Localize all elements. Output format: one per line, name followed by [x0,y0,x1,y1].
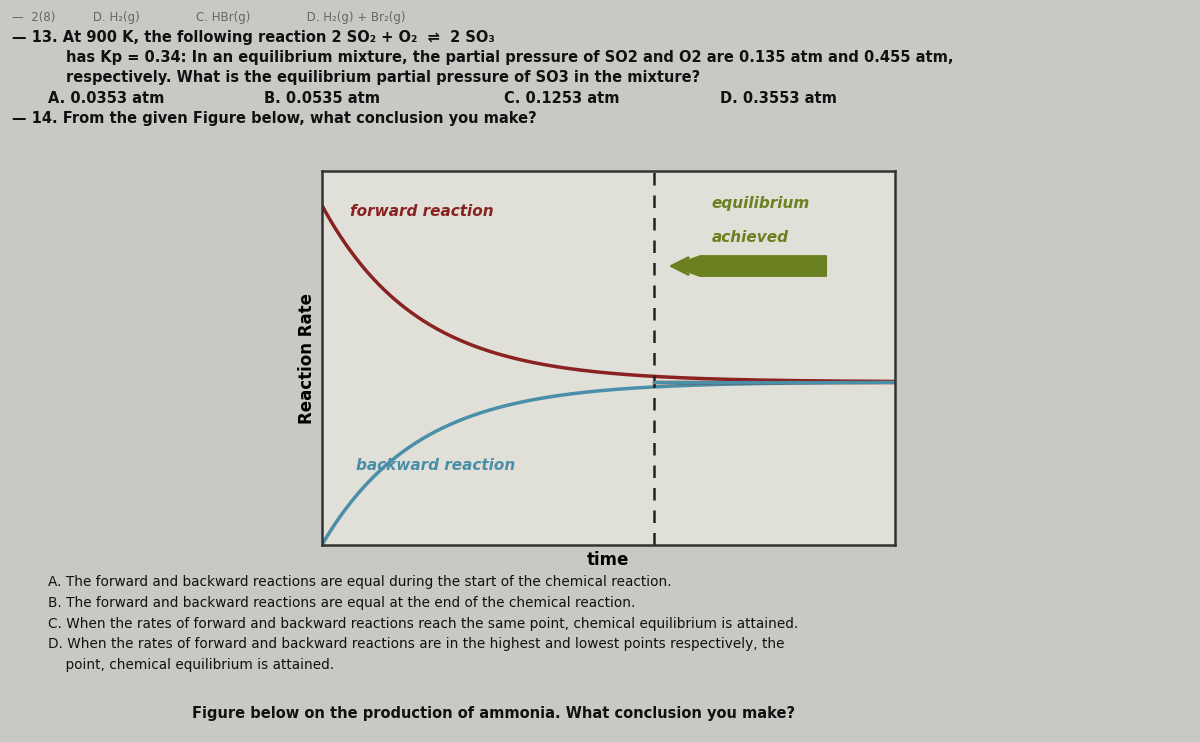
Text: — 13. At 900 K, the following reaction 2 SO₂ + O₂  ⇌  2 SO₃: — 13. At 900 K, the following reaction 2… [12,30,494,45]
Text: C. When the rates of forward and backward reactions reach the same point, chemic: C. When the rates of forward and backwar… [48,617,798,631]
Text: — 14. From the given Figure below, what conclusion you make?: — 14. From the given Figure below, what … [12,111,536,125]
Text: D. When the rates of forward and backward reactions are in the highest and lowes: D. When the rates of forward and backwar… [48,637,785,651]
Text: A. The forward and backward reactions are equal during the start of the chemical: A. The forward and backward reactions ar… [48,575,672,589]
Text: point, chemical equilibrium is attained.: point, chemical equilibrium is attained. [48,658,334,672]
Y-axis label: Reaction Rate: Reaction Rate [298,292,316,424]
Text: B. 0.0535 atm: B. 0.0535 atm [264,91,380,106]
Text: A. 0.0353 atm: A. 0.0353 atm [48,91,164,106]
Text: B. The forward and backward reactions are equal at the end of the chemical react: B. The forward and backward reactions ar… [48,596,635,610]
Text: backward reaction: backward reaction [356,459,515,473]
Text: respectively. What is the equilibrium partial pressure of SO3 in the mixture?: respectively. What is the equilibrium pa… [66,70,701,85]
Text: C. 0.1253 atm: C. 0.1253 atm [504,91,619,106]
X-axis label: time: time [587,551,630,569]
Text: —  2(8)          D. H₂(g)               C. HBr(g)               D. H₂(g) + Br₂(g: — 2(8) D. H₂(g) C. HBr(g) D. H₂(g) + Br₂… [12,11,406,24]
Text: has Kp = 0.34: In an equilibrium mixture, the partial pressure of SO2 and O2 are: has Kp = 0.34: In an equilibrium mixture… [66,50,954,65]
FancyArrow shape [672,256,827,276]
Text: forward reaction: forward reaction [350,203,494,219]
Text: Figure below on the production of ammonia. What conclusion you make?: Figure below on the production of ammoni… [192,706,796,721]
Text: D. 0.3553 atm: D. 0.3553 atm [720,91,836,106]
Text: equilibrium: equilibrium [712,196,810,211]
Text: achieved: achieved [712,230,788,245]
